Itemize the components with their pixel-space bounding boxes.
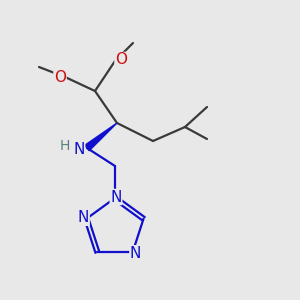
Polygon shape — [85, 123, 117, 151]
Text: N: N — [73, 142, 85, 157]
Text: N: N — [130, 246, 141, 261]
Text: O: O — [115, 52, 127, 68]
Text: N: N — [110, 190, 122, 205]
Text: O: O — [54, 70, 66, 86]
Text: N: N — [78, 210, 89, 225]
Text: H: H — [60, 139, 70, 153]
